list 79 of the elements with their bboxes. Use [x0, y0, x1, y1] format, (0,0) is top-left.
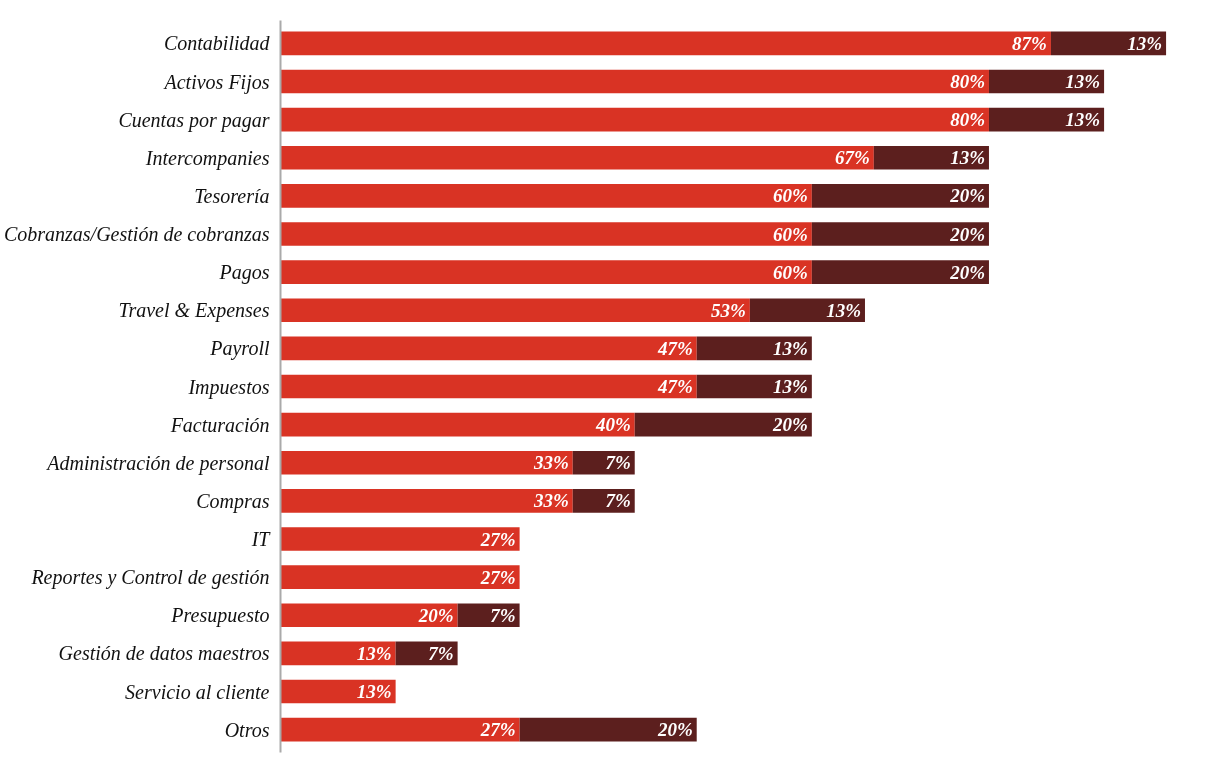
data-label: 53%	[711, 299, 746, 321]
bar	[280, 565, 520, 589]
bar	[811, 184, 989, 208]
bar	[280, 69, 989, 94]
data-label: 33%	[532, 452, 569, 474]
y-tick-label: Facturación	[169, 413, 270, 436]
data-label: 80%	[950, 109, 985, 131]
y-tick-label: Gestión de datos maestros	[58, 642, 270, 665]
bar	[519, 717, 697, 742]
data-label: 20%	[772, 414, 808, 436]
bar	[634, 412, 812, 437]
data-label: 7%	[605, 490, 631, 512]
data-label: 80%	[950, 71, 985, 92]
data-label: 13%	[773, 376, 808, 397]
data-label: 47%	[656, 337, 693, 359]
y-tick-label: Cobranzas/Gestión de cobranzas	[3, 223, 270, 245]
data-label: 33%	[532, 490, 569, 512]
y-tick-label: Tesorería	[194, 184, 270, 207]
y-tick-label: Reportes y Control de gestión	[30, 566, 270, 590]
y-tick-label: Travel & Expenses	[118, 299, 270, 323]
data-label: 20%	[949, 261, 985, 283]
bar	[873, 145, 989, 170]
data-label: 20%	[417, 604, 454, 626]
bar	[280, 527, 520, 551]
bar	[280, 145, 874, 170]
bar	[280, 603, 458, 628]
y-tick-label: Otros	[224, 718, 270, 741]
data-label: 20%	[949, 185, 985, 207]
y-tick-label: Administración de personal	[45, 451, 270, 475]
bar	[280, 336, 697, 361]
y-tick-label: Cuentas por pagar	[118, 108, 270, 132]
data-label: 7%	[428, 642, 454, 664]
data-label: 13%	[356, 681, 392, 702]
y-tick-label: Impuestos	[187, 375, 270, 399]
data-label: 20%	[656, 719, 693, 741]
data-label: 47%	[656, 376, 693, 397]
bar	[280, 374, 697, 399]
data-label: 7%	[490, 604, 516, 626]
y-tick-label: Activos Fijos	[162, 70, 270, 94]
data-label: 60%	[773, 223, 808, 245]
data-label: 13%	[1065, 109, 1101, 131]
bar	[280, 107, 989, 132]
data-label: 27%	[479, 719, 516, 741]
y-tick-label: Contabilidad	[163, 32, 271, 55]
bar	[811, 260, 989, 284]
bar	[457, 603, 520, 628]
data-label: 13%	[1065, 71, 1101, 92]
bar	[280, 222, 812, 246]
data-label: 27%	[479, 528, 516, 550]
data-label: 20%	[949, 223, 985, 245]
bar	[280, 489, 573, 513]
data-label: 13%	[826, 299, 861, 321]
bar	[280, 184, 812, 208]
y-tick-label: Intercompanies	[144, 146, 270, 170]
bar	[280, 717, 520, 742]
bar	[280, 298, 750, 323]
y-tick-label: IT	[250, 528, 272, 550]
data-label: 13%	[950, 147, 985, 169]
data-label: 13%	[356, 642, 392, 664]
y-tick-label: Payroll	[209, 337, 270, 361]
data-label: 13%	[1127, 32, 1163, 54]
bar	[280, 260, 812, 284]
data-label: 60%	[773, 185, 808, 207]
data-label: 60%	[773, 261, 808, 283]
bar	[280, 412, 635, 437]
y-tick-label: Compras	[196, 489, 270, 513]
bar	[749, 298, 865, 323]
y-tick-label: Pagos	[218, 261, 270, 285]
data-label: 67%	[835, 147, 870, 169]
data-label: 13%	[773, 337, 808, 359]
bar	[280, 450, 573, 475]
data-label: 27%	[479, 566, 516, 588]
bar	[280, 31, 1051, 56]
data-label: 40%	[594, 414, 631, 436]
y-tick-label: Servicio al cliente	[125, 680, 270, 703]
bar	[811, 222, 989, 246]
data-label: 87%	[1012, 32, 1047, 54]
data-label: 7%	[605, 452, 631, 474]
y-tick-label: Presupuesto	[170, 604, 270, 628]
